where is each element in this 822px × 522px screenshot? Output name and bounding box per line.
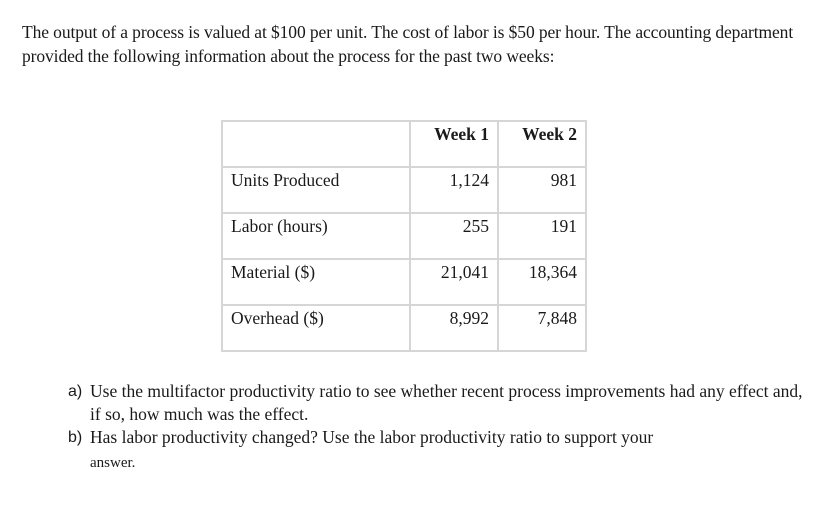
question-a: a) Use the multifactor productivity rati… bbox=[68, 380, 808, 426]
question-b: b) Has labor productivity changed? Use t… bbox=[68, 426, 808, 475]
row-label: Overhead ($) bbox=[221, 304, 411, 352]
problem-intro: The output of a process is valued at $10… bbox=[22, 22, 794, 66]
question-marker: a) bbox=[68, 383, 83, 400]
question-marker: b) bbox=[68, 429, 83, 446]
weekly-data-table: Week 1 Week 2 Units Produced 1,124 981 L… bbox=[221, 120, 587, 352]
question-text: Use the multifactor productivity ratio t… bbox=[90, 381, 803, 424]
question-continuation: answer. bbox=[90, 455, 136, 471]
week-2-value: 981 bbox=[497, 166, 587, 214]
week-1-value: 21,041 bbox=[409, 258, 499, 306]
header-empty-cell bbox=[221, 120, 411, 168]
header-week-2: Week 2 bbox=[497, 120, 587, 168]
row-label: Labor (hours) bbox=[221, 212, 411, 260]
table-row: Units Produced 1,124 981 bbox=[221, 166, 587, 214]
question-text: Has labor productivity changed? Use the … bbox=[90, 427, 654, 447]
week-2-value: 7,848 bbox=[497, 304, 587, 352]
week-2-value: 191 bbox=[497, 212, 587, 260]
header-week-1: Week 1 bbox=[409, 120, 499, 168]
question-list: a) Use the multifactor productivity rati… bbox=[68, 380, 808, 475]
week-1-value: 1,124 bbox=[409, 166, 499, 214]
week-1-value: 8,992 bbox=[409, 304, 499, 352]
table-row: Overhead ($) 8,992 7,848 bbox=[221, 304, 587, 352]
week-2-value: 18,364 bbox=[497, 258, 587, 306]
table-header-row: Week 1 Week 2 bbox=[221, 120, 587, 168]
row-label: Units Produced bbox=[221, 166, 411, 214]
table-row: Labor (hours) 255 191 bbox=[221, 212, 587, 260]
row-label: Material ($) bbox=[221, 258, 411, 306]
table-row: Material ($) 21,041 18,364 bbox=[221, 258, 587, 306]
question-text-wrapper: Has labor productivity changed? Use the … bbox=[90, 426, 808, 475]
week-1-value: 255 bbox=[409, 212, 499, 260]
